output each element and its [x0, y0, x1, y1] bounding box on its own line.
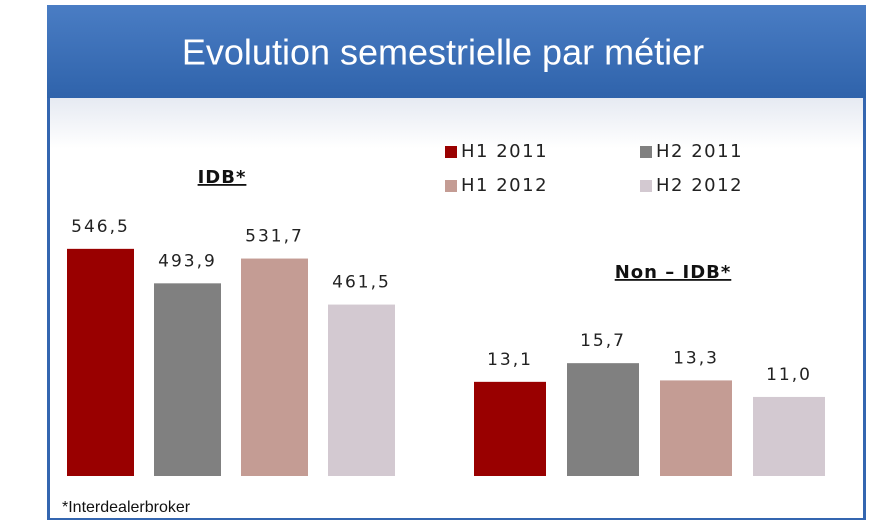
slide-title: Evolution semestrielle par métier [182, 32, 704, 73]
value-label: 11,0 [766, 365, 812, 385]
bar [474, 381, 546, 476]
legend-swatch [445, 180, 457, 192]
legend-label: H2 2011 [656, 141, 743, 162]
legend-swatch [640, 146, 652, 158]
value-label: 546,5 [71, 217, 130, 237]
bar [567, 363, 639, 476]
bar [154, 283, 221, 476]
legend-swatch [640, 180, 652, 192]
value-label: 13,1 [487, 350, 533, 370]
chart-title: IDB* [198, 167, 247, 188]
footnote: *Interdealerbroker [62, 499, 191, 516]
bar [67, 248, 134, 476]
legend-label: H1 2011 [461, 141, 548, 162]
value-label: 531,7 [245, 227, 304, 247]
chart-title: Non – IDB* [615, 262, 732, 283]
bar [660, 380, 732, 476]
bar [328, 304, 395, 476]
bar [241, 258, 308, 476]
value-label: 493,9 [158, 251, 217, 271]
legend-label: H2 2012 [656, 175, 743, 196]
value-label: 15,7 [580, 331, 626, 351]
legend-swatch [445, 146, 457, 158]
value-label: 461,5 [332, 273, 391, 293]
legend-label: H1 2012 [461, 175, 548, 196]
value-label: 13,3 [673, 348, 719, 368]
title-bar [47, 5, 866, 98]
bar [753, 396, 825, 476]
